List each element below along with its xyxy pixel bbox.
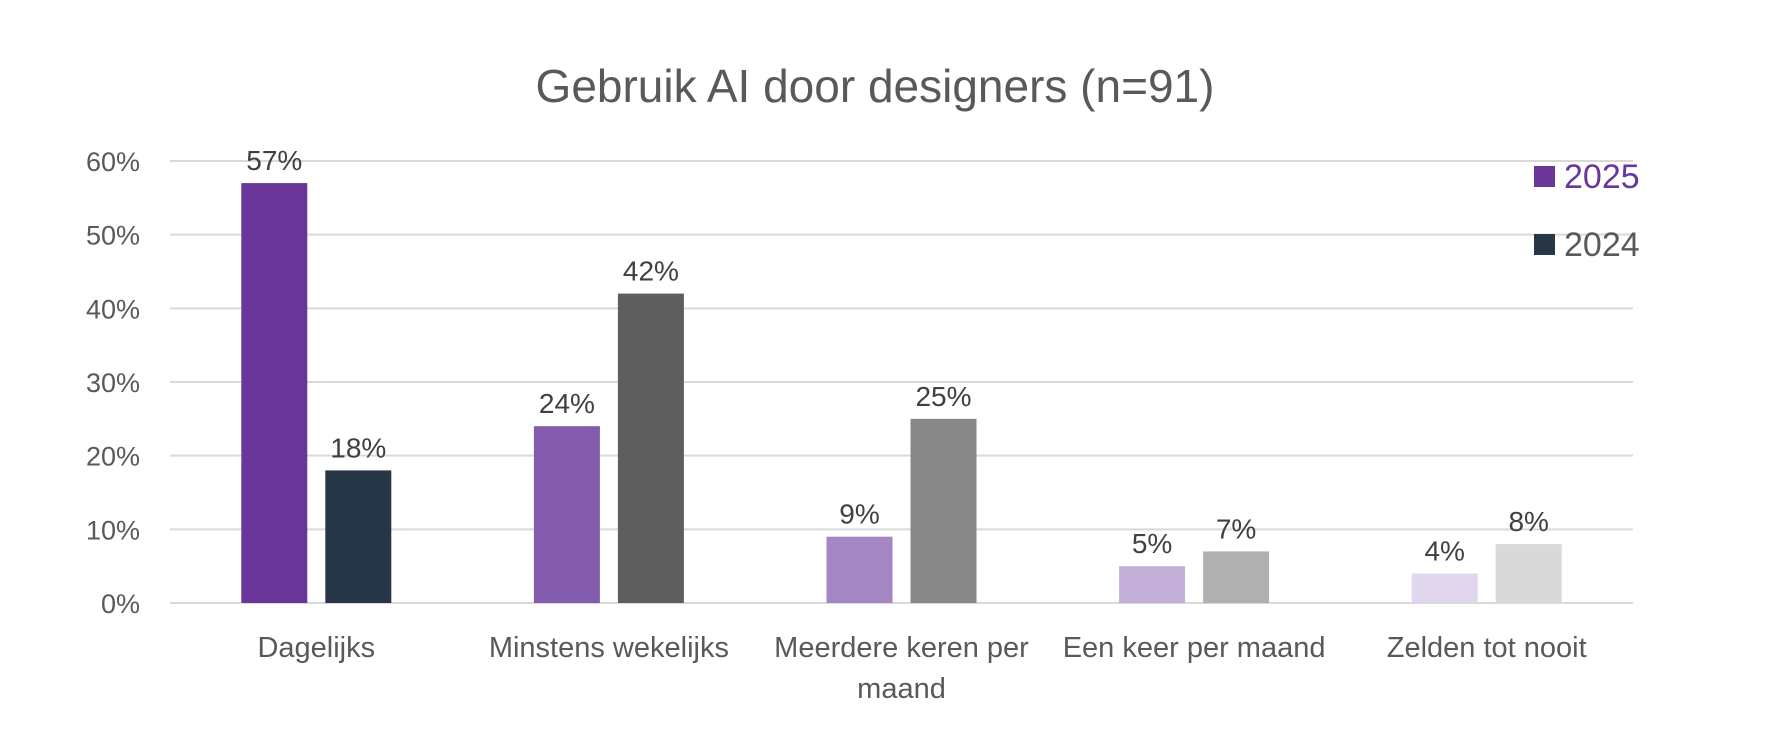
- y-axis-ticks: 0% 10% 20% 30% 40% 50% 60%: [86, 147, 140, 619]
- y-tick-label: 40%: [86, 294, 140, 324]
- x-category-label: Meerdere keren per maand: [774, 632, 1029, 705]
- x-category-label: Minstens wekelijks: [489, 632, 729, 664]
- y-tick-label: 30%: [86, 368, 140, 398]
- data-label: 42%: [623, 256, 679, 287]
- bar-2024-2: [910, 418, 977, 603]
- y-tick-label: 50%: [86, 221, 140, 251]
- y-tick-label: 10%: [86, 515, 140, 545]
- data-label: 57%: [246, 145, 302, 176]
- bar-2024-3: [1203, 551, 1270, 603]
- bar-2024-0: [325, 470, 392, 603]
- data-label: 24%: [539, 388, 595, 419]
- x-axis-categories: Dagelijks Minstens wekelijks Meerdere kere…: [257, 632, 1586, 705]
- gridlines: [170, 160, 1633, 604]
- data-label: 5%: [1132, 528, 1172, 559]
- legend-label-2024: 2024: [1564, 226, 1640, 264]
- x-category-label: Zelden tot nooit: [1387, 632, 1587, 664]
- bar-2025-3: [1119, 566, 1186, 603]
- legend: 2025 2024: [1534, 158, 1640, 264]
- bar-2025-2: [826, 536, 893, 603]
- data-label: 7%: [1216, 513, 1256, 544]
- data-labels: 57% 18% 24% 42% 9% 25% 5% 7% 4% 8%: [246, 145, 1549, 566]
- y-tick-label: 60%: [86, 147, 140, 177]
- x-category-label: Een keer per maand: [1063, 632, 1326, 664]
- legend-swatch-2024: [1534, 234, 1555, 255]
- data-label: 8%: [1508, 506, 1548, 537]
- x-category-label: Dagelijks: [257, 632, 375, 664]
- bar-2024-4: [1495, 544, 1562, 603]
- y-tick-label: 0%: [101, 589, 140, 619]
- chart-title: Gebruik AI door designers (n=91): [536, 60, 1215, 112]
- data-label: 9%: [839, 499, 879, 530]
- bar-2024-1: [617, 293, 684, 603]
- bars: [241, 183, 1562, 603]
- bar-2025-4: [1411, 573, 1478, 603]
- data-label: 25%: [915, 381, 971, 412]
- bar-2025-0: [241, 183, 308, 603]
- bar-2025-1: [533, 426, 600, 603]
- data-label: 18%: [330, 432, 386, 463]
- y-tick-label: 20%: [86, 442, 140, 472]
- legend-swatch-2025: [1534, 166, 1555, 187]
- legend-label-2025: 2025: [1564, 158, 1640, 196]
- data-label: 4%: [1424, 536, 1464, 567]
